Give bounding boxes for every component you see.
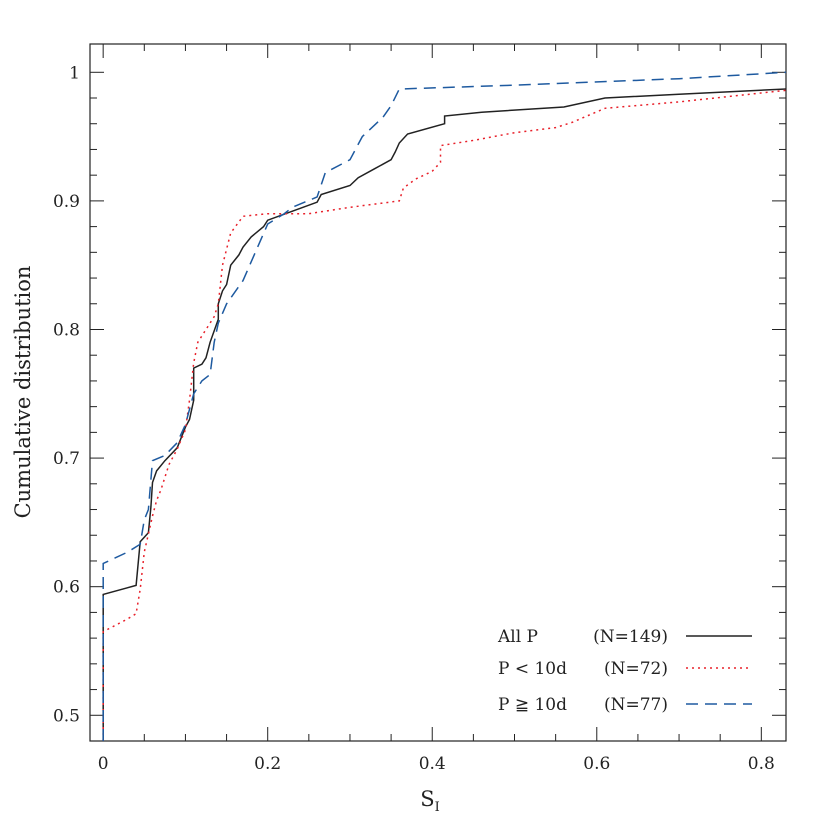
- legend-count: (N=77): [604, 695, 668, 715]
- x-axis: 0 0.2 0.4 0.6 0.8: [98, 44, 775, 774]
- y-tick-label: 0.8: [53, 320, 80, 340]
- x-tick-label: 0: [98, 754, 109, 774]
- x-axis-label: SI: [420, 787, 440, 815]
- y-tick-label: 0.9: [53, 192, 80, 212]
- series-lines: [102, 71, 787, 741]
- y-axis: 0.5 0.6 0.7 0.8 0.9 1: [53, 63, 786, 726]
- x-axis-label-main: S: [420, 787, 434, 811]
- y-axis-label: Cumulative distribution: [11, 266, 35, 519]
- y-tick-label: 0.5: [53, 706, 80, 726]
- x-tick-label: 0.6: [583, 754, 610, 774]
- series-line-p-10d: [102, 71, 787, 741]
- series-line-all-p: [102, 88, 787, 741]
- legend: All P (N=149) P < 10d (N=72) P ≧ 10d (N=77): [497, 627, 752, 715]
- x-tick-label: 0.4: [419, 754, 446, 774]
- legend-label: P < 10d: [498, 659, 567, 679]
- legend-count: (N=149): [593, 627, 668, 647]
- y-tick-label: 0.6: [53, 578, 80, 598]
- x-tick-label: 0.8: [748, 754, 775, 774]
- legend-count: (N=72): [604, 659, 668, 679]
- y-tick-label: 1: [69, 63, 80, 83]
- x-tick-label: 0.2: [254, 754, 281, 774]
- legend-label: All P: [497, 627, 538, 647]
- x-axis-label-subscript: I: [435, 800, 440, 815]
- plot-area: [89, 43, 787, 742]
- y-tick-label: 0.7: [53, 449, 80, 469]
- series-line-p-10d: [102, 89, 787, 741]
- plot-frame: [89, 43, 787, 742]
- legend-label: P ≧ 10d: [498, 695, 567, 715]
